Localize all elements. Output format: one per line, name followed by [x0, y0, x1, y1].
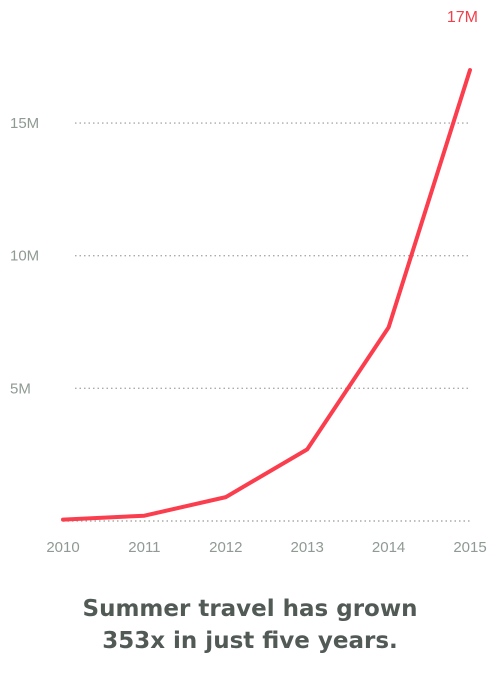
x-tick-label: 2012: [209, 539, 242, 556]
x-tick-label: 2013: [291, 539, 324, 556]
x-tick-label: 2011: [128, 539, 160, 556]
y-tick-label: 10M: [10, 248, 39, 265]
data-labels: 17M: [447, 9, 478, 26]
y-axis-ticks: 5M 10M 15M: [10, 115, 39, 397]
series-layer: [61, 68, 472, 522]
line-chart: 5M 10M 15M 2010 2011 2012 2013 2014 2015 17M: [10, 9, 487, 556]
y-tick-label: 15M: [10, 115, 39, 132]
gridlines: [63, 122, 470, 522]
caption-line-1: Summer travel has grown: [82, 596, 418, 622]
series-line-0: [61, 68, 472, 522]
end-value-label: 17M: [447, 9, 478, 26]
caption-line-2: 353x in just five years.: [102, 628, 398, 654]
chart-caption: Summer travel has grown 353x in just fiv…: [0, 593, 500, 657]
x-axis-ticks: 2010 2011 2012 2013 2014 2015: [46, 539, 486, 556]
x-tick-label: 2010: [46, 539, 79, 556]
x-tick-label: 2015: [453, 539, 486, 556]
x-tick-label: 2014: [372, 539, 405, 556]
y-tick-label: 5M: [10, 380, 31, 397]
